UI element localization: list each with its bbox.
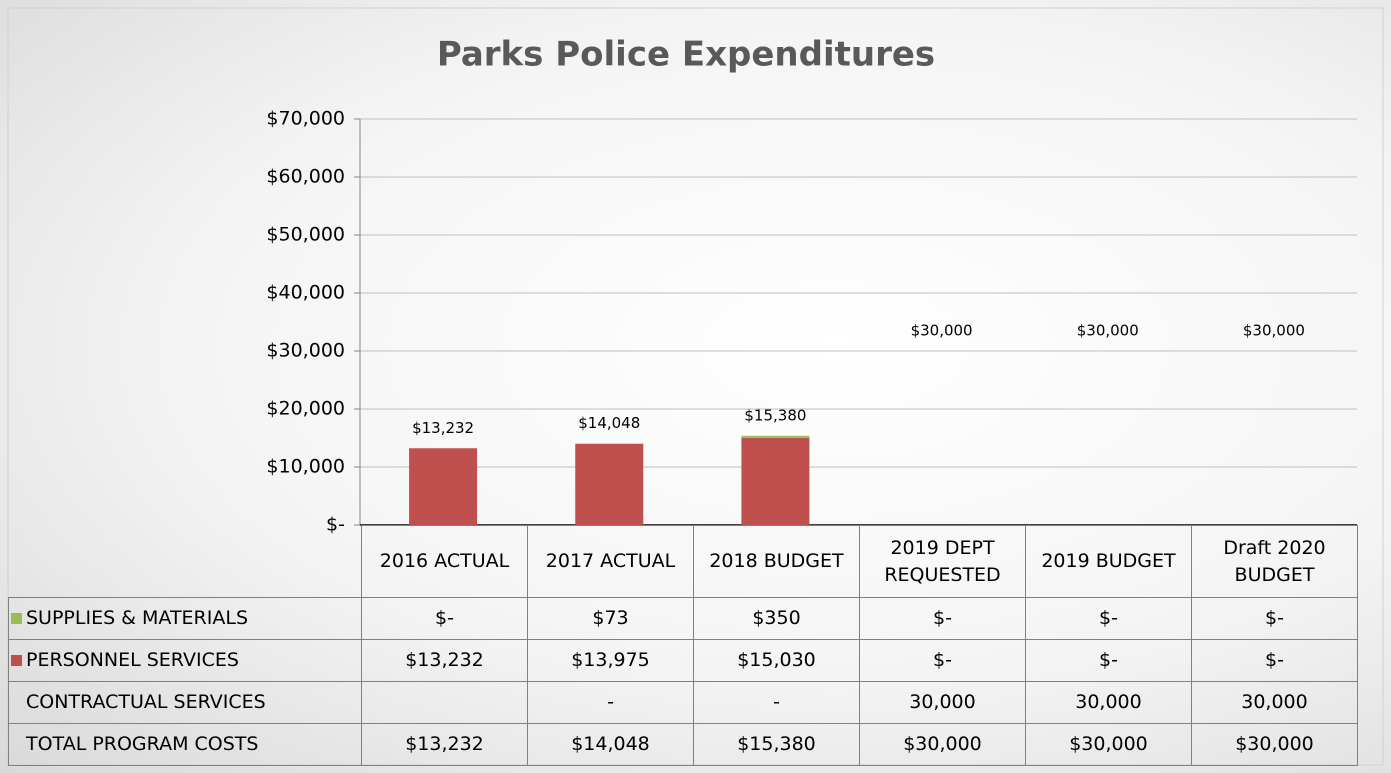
table-row: PERSONNEL SERVICES $13,232 $13,975 $15,030 $… xyxy=(8,639,1358,682)
table-value: $14,048 xyxy=(527,723,694,766)
y-tick-label: $30,000 xyxy=(266,340,345,362)
y-tick-label: $60,000 xyxy=(266,166,345,188)
bar-segment xyxy=(575,443,644,525)
total-label: $30,000 xyxy=(1243,322,1305,340)
table-value: $30,000 xyxy=(859,723,1026,766)
data-table: 2016 ACTUAL 2017 ACTUAL 2018 BUDGET 2019 DE… xyxy=(8,525,1358,766)
table-row: CONTRACTUAL SERVICES - -30,000 30,000 30,000 xyxy=(8,681,1358,724)
legend-key xyxy=(11,613,22,624)
table-row: SUPPLIES & MATERIALS $- $73 $350 $- $- $- xyxy=(8,597,1358,640)
total-label: $30,000 xyxy=(911,322,973,340)
table-value: 30,000 xyxy=(1025,681,1192,724)
table-value: - xyxy=(527,681,694,724)
table-value: $- xyxy=(1025,597,1192,640)
y-tick-label: $70,000 xyxy=(266,108,345,130)
total-label: $30,000 xyxy=(1077,322,1139,340)
category-label: 2019 DEPT REQUESTED xyxy=(859,525,1026,598)
table-value: $350 xyxy=(693,597,860,640)
total-label: $14,048 xyxy=(578,414,640,432)
total-label: $13,232 xyxy=(412,419,474,437)
table-value: $73 xyxy=(527,597,694,640)
row-label: SUPPLIES & MATERIALS xyxy=(26,607,249,629)
category-label: Draft 2020 BUDGET xyxy=(1191,525,1358,598)
empty-cell xyxy=(361,681,528,724)
category-label: 2016 ACTUAL xyxy=(361,525,528,598)
y-tick-label: $- xyxy=(326,514,345,536)
table-value: $- xyxy=(1191,597,1358,640)
table-value: 30,000 xyxy=(859,681,1026,724)
chart-title: Parks Police Expenditures xyxy=(437,35,935,75)
corner-cell xyxy=(9,526,362,598)
category-label: 2019 BUDGET xyxy=(1025,525,1192,598)
table-value: $- xyxy=(859,639,1026,682)
row-label: PERSONNEL SERVICES xyxy=(26,649,239,671)
y-tick-label: $10,000 xyxy=(266,456,345,478)
table-value: $30,000 xyxy=(1025,723,1192,766)
bar-segment xyxy=(741,435,810,438)
table-value: $15,380 xyxy=(693,723,860,766)
row-label-cell: CONTRACTUAL SERVICES xyxy=(8,681,362,724)
table-value: $15,030 xyxy=(693,639,860,682)
table-value: $- xyxy=(1191,639,1358,682)
table-value: - xyxy=(693,681,860,724)
y-tick-label: $40,000 xyxy=(266,282,345,304)
category-label: 2017 ACTUAL xyxy=(527,525,694,598)
row-label-cell: SUPPLIES & MATERIALS xyxy=(8,597,362,640)
total-label: $15,380 xyxy=(744,406,806,424)
y-tick-label: $20,000 xyxy=(266,398,345,420)
row-label: TOTAL PROGRAM COSTS xyxy=(26,733,259,755)
table-value: 30,000 xyxy=(1191,681,1358,724)
row-label: CONTRACTUAL SERVICES xyxy=(26,691,266,713)
bar-segment xyxy=(741,437,810,525)
table-value: $30,000 xyxy=(1191,723,1358,766)
category-label: 2018 BUDGET xyxy=(693,525,860,598)
table-value: $13,232 xyxy=(361,723,528,766)
header-row: 2016 ACTUAL 2017 ACTUAL 2018 BUDGET 2019 DE… xyxy=(9,525,1358,598)
row-label-cell: TOTAL PROGRAM COSTS xyxy=(8,723,362,766)
bar-segment xyxy=(409,448,478,525)
y-tick-label: $50,000 xyxy=(266,224,345,246)
legend-key xyxy=(11,655,22,666)
table-value: $- xyxy=(859,597,1026,640)
table-value: $- xyxy=(361,597,528,640)
row-label-cell: PERSONNEL SERVICES xyxy=(8,639,362,682)
table-value: $13,232 xyxy=(361,639,528,682)
table-row: TOTAL PROGRAM COSTS $13,232 $14,048 $15,380… xyxy=(8,723,1358,766)
table-value: $- xyxy=(1025,639,1192,682)
table-value: $13,975 xyxy=(527,639,694,682)
